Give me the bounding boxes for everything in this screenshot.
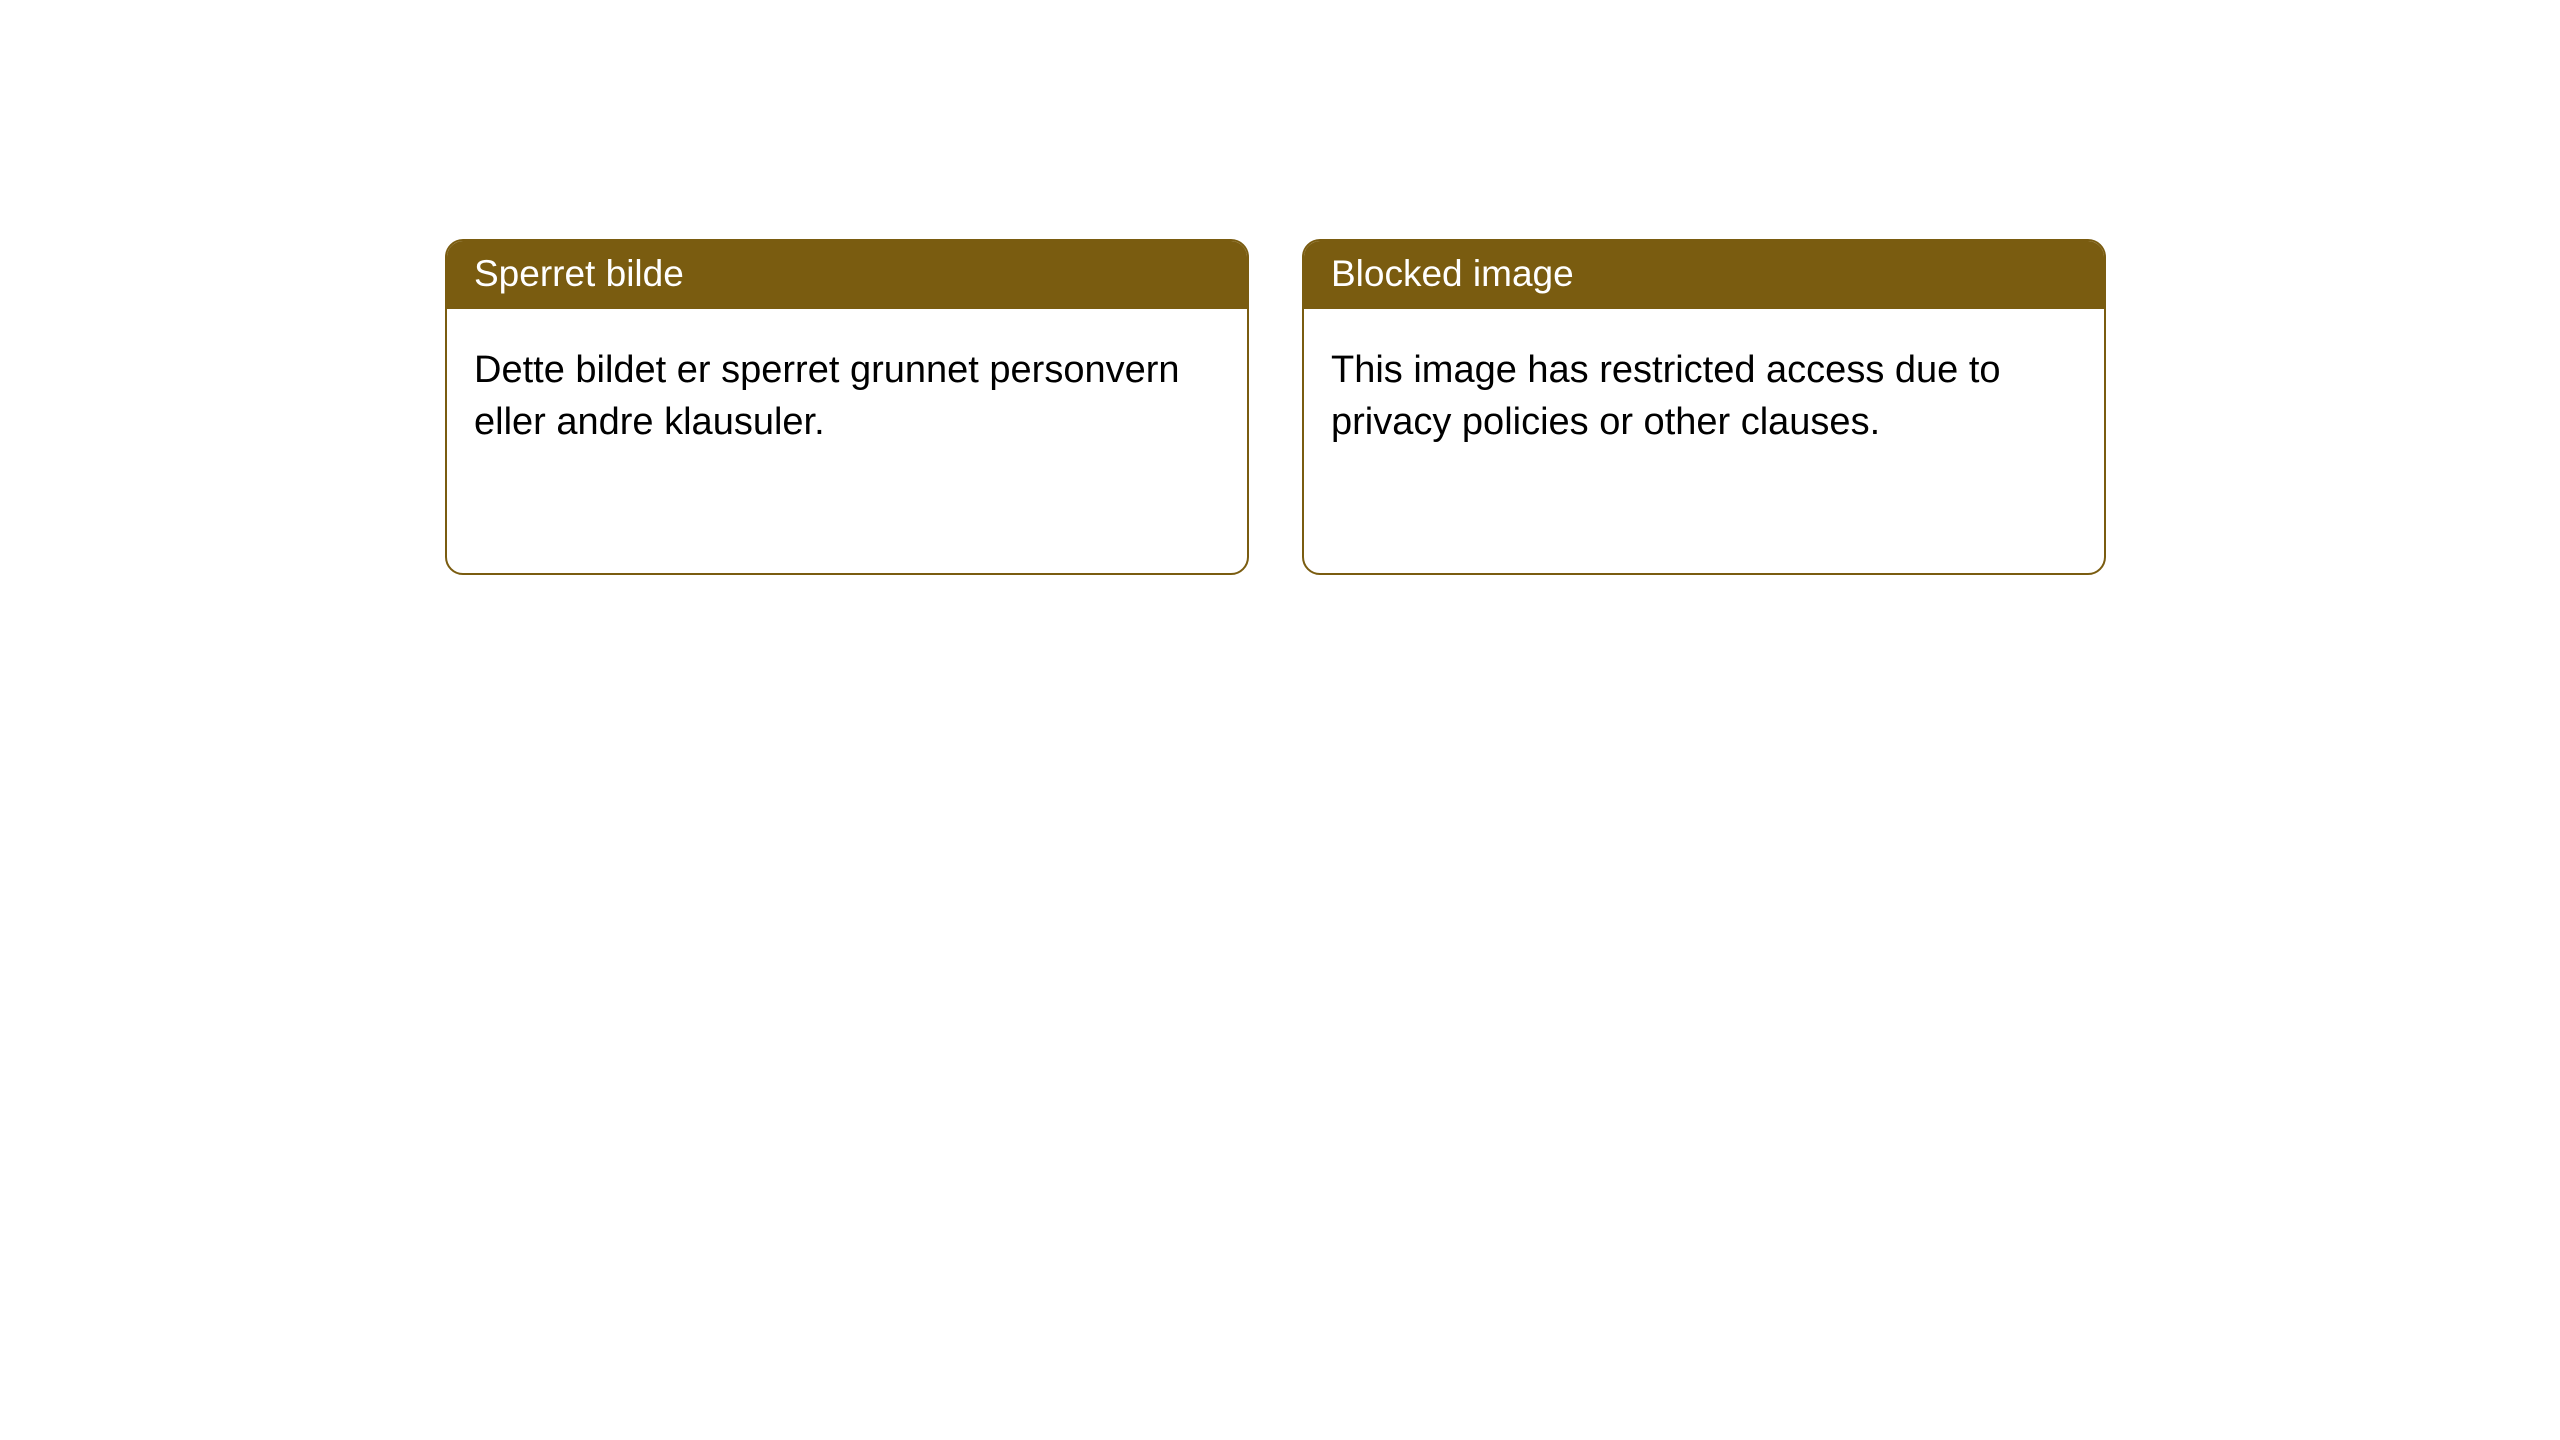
panel-body-english: This image has restricted access due to … — [1304, 309, 2104, 475]
blocked-image-panels: Sperret bilde Dette bildet er sperret gr… — [0, 0, 2560, 575]
panel-body-norwegian: Dette bildet er sperret grunnet personve… — [447, 309, 1247, 475]
panel-title-norwegian: Sperret bilde — [447, 241, 1247, 309]
blocked-image-panel-norwegian: Sperret bilde Dette bildet er sperret gr… — [445, 239, 1249, 575]
blocked-image-panel-english: Blocked image This image has restricted … — [1302, 239, 2106, 575]
panel-title-english: Blocked image — [1304, 241, 2104, 309]
